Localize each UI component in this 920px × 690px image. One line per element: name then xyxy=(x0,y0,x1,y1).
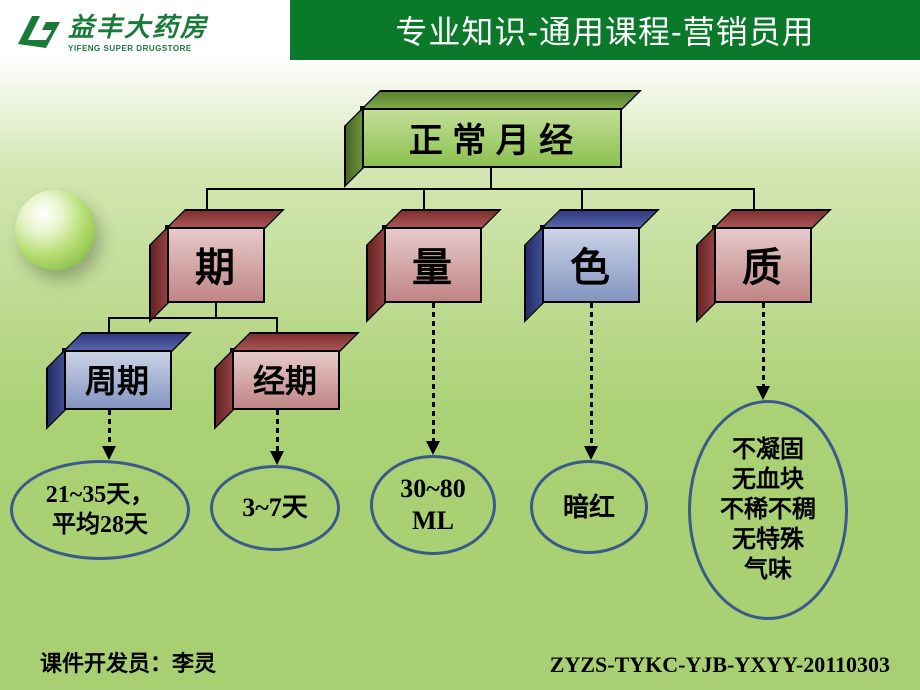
connector xyxy=(276,317,278,333)
connector-dash xyxy=(432,330,435,335)
ellipse-text: 不凝固 无血块 不稀不稠 无特殊 气味 xyxy=(720,435,816,585)
connector xyxy=(108,317,110,333)
ellipse-amount: 30~80 ML xyxy=(370,455,496,555)
connector-dash xyxy=(432,429,435,434)
connector-dash xyxy=(590,366,593,371)
connector xyxy=(206,188,208,210)
connector-dash xyxy=(432,312,435,317)
connector xyxy=(581,188,583,210)
connector-dash xyxy=(432,384,435,389)
connector-dash xyxy=(590,339,593,344)
diagram: 正 常 月 经 期 量 色 质 周期 经期 21~35天， 平均28天 3~7天… xyxy=(0,0,920,690)
connector-dash xyxy=(762,312,765,317)
arrow-head-icon xyxy=(756,386,770,400)
footer-author: 课件开发员：李灵 xyxy=(40,646,216,678)
arrow-head-icon xyxy=(270,451,284,465)
connector-dash xyxy=(276,428,279,433)
connector xyxy=(108,317,278,319)
connector-dash xyxy=(432,357,435,362)
connector-dash xyxy=(276,410,279,415)
arrow-head-icon xyxy=(102,446,116,460)
connector-dash xyxy=(432,339,435,344)
connector-dash xyxy=(590,438,593,443)
ellipse-text: 3~7天 xyxy=(242,492,308,525)
footer-code: ZYZS-TYKC-YJB-YXYY-20110303 xyxy=(550,652,890,678)
connector-dash xyxy=(762,321,765,326)
ellipse-color: 暗红 xyxy=(530,460,648,554)
node-duration: 经期 xyxy=(230,348,340,410)
connector-dash xyxy=(590,330,593,335)
ellipse-text: 暗红 xyxy=(563,491,615,524)
connector-dash xyxy=(108,410,111,415)
connector-dash xyxy=(590,384,593,389)
connector-dash xyxy=(590,357,593,362)
connector-dash xyxy=(762,366,765,371)
connector-dash xyxy=(432,411,435,416)
arrow-head-icon xyxy=(584,446,598,460)
connector-dash xyxy=(590,402,593,407)
connector-dash xyxy=(762,330,765,335)
connector-dash xyxy=(590,429,593,434)
connector-dash xyxy=(762,348,765,353)
connector-dash xyxy=(108,428,111,433)
connector-dash xyxy=(762,339,765,344)
connector-dash xyxy=(590,420,593,425)
connector-dash xyxy=(432,375,435,380)
node-cycle: 周期 xyxy=(62,348,172,410)
node-label: 色 xyxy=(570,235,610,293)
connector-dash xyxy=(432,402,435,407)
ellipse-duration: 3~7天 xyxy=(210,465,340,551)
node-label: 经期 xyxy=(253,356,317,402)
connector-dash xyxy=(432,303,435,308)
connector-dash xyxy=(762,375,765,380)
node-label: 周期 xyxy=(85,356,149,402)
connector-dash xyxy=(590,321,593,326)
connector xyxy=(423,188,425,210)
node-period: 期 xyxy=(165,225,265,303)
connector-dash xyxy=(590,375,593,380)
arrow-head-icon xyxy=(426,441,440,455)
ellipse-quality: 不凝固 无血块 不稀不稠 无特殊 气味 xyxy=(688,400,848,620)
connector-dash xyxy=(590,312,593,317)
connector-dash xyxy=(590,348,593,353)
connector xyxy=(206,188,754,190)
node-label: 期 xyxy=(195,235,235,293)
ellipse-text: 21~35天， 平均28天 xyxy=(46,480,154,540)
node-label: 量 xyxy=(412,235,452,293)
connector-dash xyxy=(432,321,435,326)
node-root: 正 常 月 经 xyxy=(360,106,622,168)
node-amount: 量 xyxy=(382,225,482,303)
connector-dash xyxy=(276,419,279,424)
connector-dash xyxy=(590,411,593,416)
connector-dash xyxy=(432,348,435,353)
connector-dash xyxy=(762,357,765,362)
ellipse-text: 30~80 ML xyxy=(400,473,466,538)
connector xyxy=(753,188,755,210)
connector-dash xyxy=(108,419,111,424)
connector-dash xyxy=(432,366,435,371)
connector xyxy=(490,168,492,190)
connector-dash xyxy=(108,437,111,442)
connector-dash xyxy=(762,303,765,308)
connector-dash xyxy=(432,420,435,425)
connector-dash xyxy=(276,437,279,442)
node-quality: 质 xyxy=(712,225,812,303)
node-root-label: 正 常 月 经 xyxy=(409,113,573,162)
connector-dash xyxy=(590,393,593,398)
ellipse-cycle: 21~35天， 平均28天 xyxy=(10,460,190,560)
connector-dash xyxy=(432,393,435,398)
connector-dash xyxy=(590,303,593,308)
node-label: 质 xyxy=(742,235,782,293)
node-color: 色 xyxy=(540,225,640,303)
